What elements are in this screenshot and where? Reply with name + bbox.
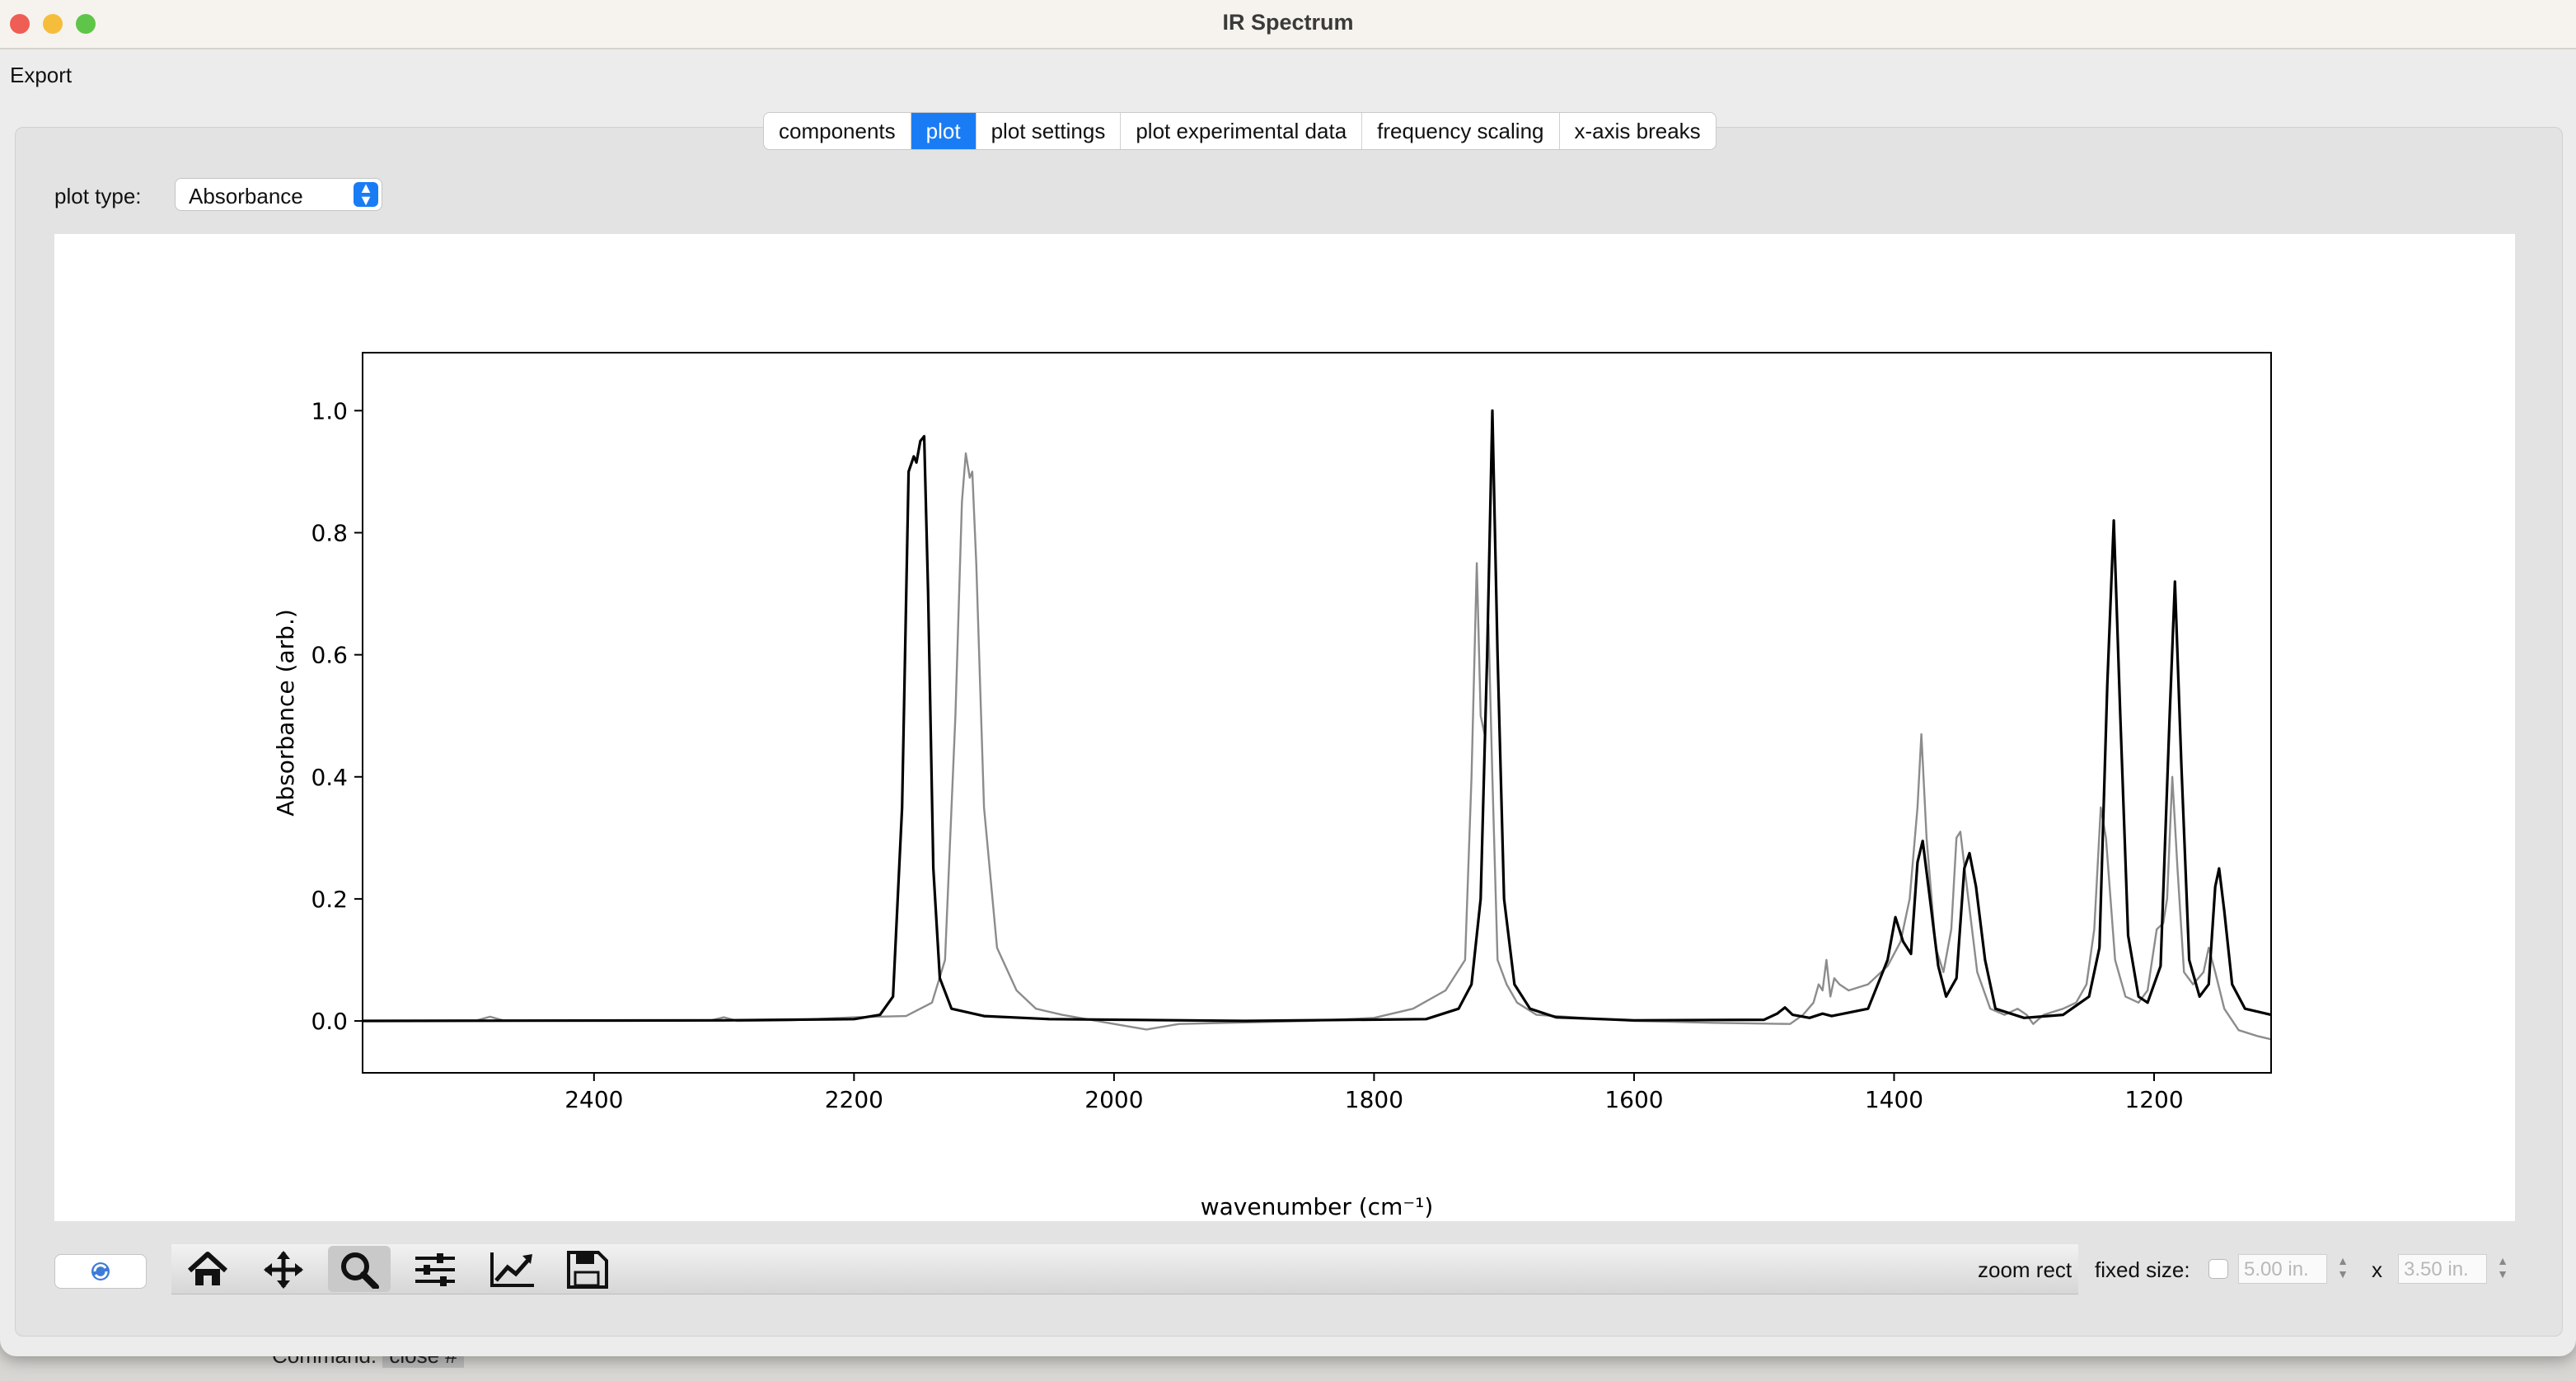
tab-components[interactable]: components [764, 113, 911, 149]
y-tick-label: 0.8 [311, 520, 348, 547]
x-tick-label: 1400 [1865, 1086, 1923, 1113]
save-button[interactable] [555, 1246, 618, 1292]
toolbar-mode-label: zoom rect [1978, 1257, 2073, 1282]
height-field[interactable]: 3.50 in. [2398, 1254, 2487, 1284]
pan-icon [264, 1251, 303, 1289]
refresh-icon [91, 1262, 110, 1280]
tab-plot[interactable]: plot [911, 113, 977, 149]
configure-subplots-button[interactable] [404, 1246, 466, 1292]
x-axis-label: wavenumber (cm⁻¹) [1201, 1193, 1434, 1220]
ir-spectrum-chart: 2400 2200 2000 1800 1600 1400 1200 0.0 0.2 0.4 0.6… [272, 352, 2272, 1220]
plot-type-select[interactable]: Absorbance ▲ ▼ [175, 178, 382, 211]
y-tick-label: 0.0 [311, 1008, 348, 1035]
x-tick-label: 1800 [1345, 1086, 1403, 1113]
refresh-button[interactable] [54, 1254, 147, 1289]
plot-type-value: Absorbance [189, 184, 303, 208]
y-tick-label: 0.4 [311, 764, 348, 791]
tab-plot-experimental-data[interactable]: plot experimental data [1121, 113, 1363, 149]
x-tick-label: 2200 [825, 1086, 883, 1113]
tab-plot-settings[interactable]: plot settings [977, 113, 1122, 149]
zoom-icon [341, 1252, 379, 1289]
y-axis-label: Absorbance (arb.) [272, 609, 299, 817]
save-icon [567, 1251, 608, 1289]
home-icon [187, 1252, 228, 1285]
plot-type-label: plot type: [54, 184, 142, 208]
pan-button[interactable] [252, 1246, 315, 1292]
x-tick-label: 1200 [2124, 1086, 2183, 1113]
x-tick-label: 1600 [1604, 1086, 1663, 1113]
series-line-computed [362, 409, 2272, 1023]
x-tick-label: 2400 [564, 1086, 623, 1113]
edit-axis-button[interactable] [480, 1246, 542, 1292]
height-stepper-icon[interactable]: ▲ ▼ [2497, 1254, 2508, 1280]
size-separator: x [2372, 1257, 2382, 1282]
window-title: IR Spectrum [1222, 10, 1354, 35]
tab-x-axis-breaks[interactable]: x-axis breaks [1574, 119, 1701, 143]
navigation-toolbar [171, 1244, 2078, 1294]
title-bar: IR Spectrum [0, 0, 2576, 49]
y-tick-label: 0.6 [311, 642, 348, 669]
minimize-window-button[interactable] [43, 14, 63, 34]
width-stepper-icon[interactable]: ▲ ▼ [2337, 1254, 2349, 1280]
close-window-button[interactable] [10, 14, 30, 34]
y-tick-label: 0.2 [311, 886, 348, 913]
plot-frame [362, 352, 2272, 1074]
configure-subplots-icon [415, 1253, 455, 1286]
menu-export[interactable]: Export [10, 63, 73, 87]
chevron-updown-icon: ▲ ▼ [354, 180, 378, 208]
menu-bar: Export [0, 49, 2576, 102]
zoom-window-button[interactable] [76, 14, 96, 34]
tab-frequency-scaling[interactable]: frequency scaling [1362, 113, 1560, 149]
y-tick-label: 1.0 [311, 397, 348, 424]
zoom-button[interactable] [328, 1246, 391, 1292]
edit-axis-icon [490, 1252, 534, 1287]
tab-bar: components plot plot settings plot exper… [763, 112, 1717, 150]
fixed-size-checkbox[interactable] [2208, 1259, 2228, 1279]
x-tick-label: 2000 [1084, 1086, 1143, 1113]
series-line-experimental [362, 452, 2272, 1041]
width-field[interactable]: 5.00 in. [2238, 1254, 2327, 1284]
fixed-size-label: fixed size: [2095, 1257, 2190, 1282]
plot-canvas[interactable]: 2400 2200 2000 1800 1600 1400 1200 0.0 0.2 0.4 0.6… [54, 234, 2515, 1221]
home-button[interactable] [176, 1246, 239, 1292]
